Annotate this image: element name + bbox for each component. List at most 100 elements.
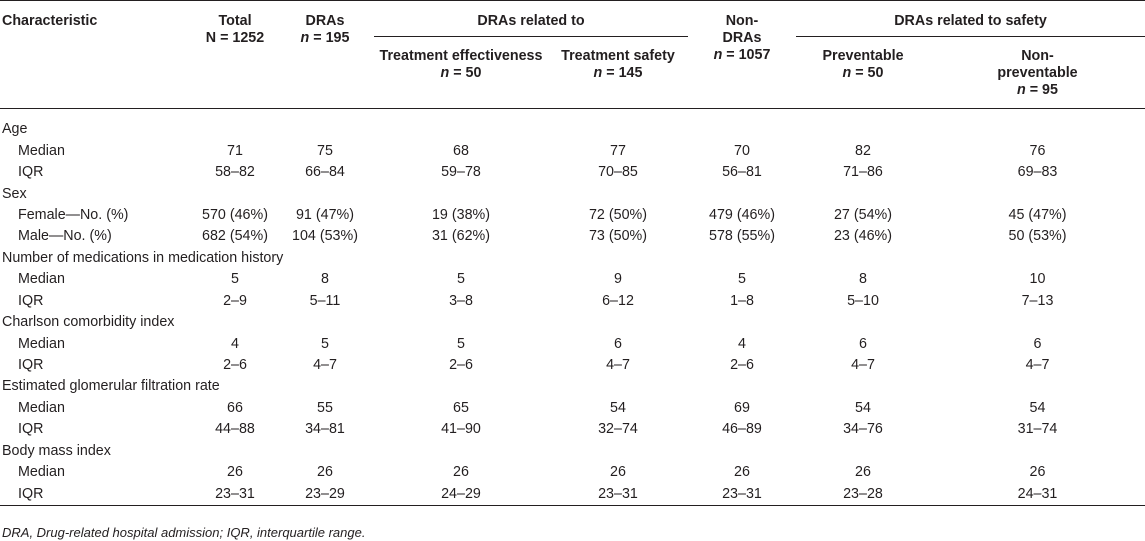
table-cell: 4–7 (1025, 357, 1050, 374)
table-cell: 31–74 (1017, 421, 1058, 438)
row-label: Median (18, 464, 65, 481)
nonprev-line2: preventable (997, 65, 1078, 81)
table-cell: 76 (1029, 142, 1046, 159)
row-label: Median (18, 335, 65, 352)
row-label: IQR (18, 164, 44, 181)
table-cell: 4–7 (606, 357, 630, 374)
table-cell: 104 (53%) (292, 228, 358, 245)
dras-label: DRAs (305, 13, 345, 29)
table-row: Median 71 75 68 77 70 82 76 (0, 140, 1145, 161)
col-header-effectiveness: Treatment effectiveness n = 50 (374, 37, 548, 109)
table-cell: 71 (227, 142, 243, 159)
section-row: Sex (0, 183, 1145, 204)
section-label: Age (2, 121, 28, 138)
section-row: Age (0, 109, 1145, 141)
section-label: Estimated glomerular filtration rate (2, 378, 220, 395)
prev-n: n = 50 (796, 65, 930, 82)
table-cell: 6 (1033, 335, 1042, 352)
table-cell: 50 (53%) (1008, 228, 1067, 245)
table-cell: 6 (859, 335, 867, 352)
total-label: Total (218, 13, 252, 29)
table-cell: 82 (855, 142, 871, 159)
table-cell: 24–29 (441, 485, 481, 502)
table-cell: 10 (1029, 271, 1046, 288)
header-row-1: Characteristic Total N = 1252 DRAs n = 1… (0, 0, 1145, 63)
table-cell: 75 (317, 142, 333, 159)
table-cell: 23 (46%) (833, 228, 892, 245)
table-cell: 2–6 (223, 357, 247, 374)
safety-n: n = 145 (548, 65, 688, 82)
safety-n-prefix: n (593, 65, 603, 81)
section-label: Sex (2, 185, 27, 202)
table-cell: 70–85 (598, 164, 638, 181)
table-cell: 68 (453, 142, 469, 159)
table-row: IQR 58–82 66–84 59–78 70–85 56–81 71–86 69–83 (0, 162, 1145, 183)
table-cell: 59–78 (441, 164, 481, 181)
section-row: Charlson comorbidity index (0, 312, 1145, 333)
table-cell: 3–8 (449, 292, 473, 309)
table-cell: 31 (62%) (431, 228, 490, 245)
table-cell: 5 (231, 271, 239, 288)
table-row: IQR 44–88 34–81 41–90 32–74 46–89 34–76 31–74 (0, 419, 1145, 440)
table-cell: 682 (54%) (202, 228, 268, 245)
table-cell: 41–90 (441, 421, 481, 438)
table-cell: 32–74 (598, 421, 638, 438)
row-label: Median (18, 142, 65, 159)
eff-n-prefix: n (440, 65, 450, 81)
dras-n-prefix: n (300, 30, 310, 46)
table-footnote: DRA, Drug-related hospital admission; IQ… (2, 525, 366, 540)
table-row: IQR 2–9 5–11 3–8 6–12 1–8 5–10 7–13 (0, 291, 1145, 312)
table-cell: 24–31 (1017, 485, 1058, 502)
prev-label: Preventable (822, 48, 904, 64)
table-cell: 4–7 (851, 357, 875, 374)
col-header-total: Total N = 1252 (194, 1, 276, 109)
section-row: Estimated glomerular filtration rate (0, 376, 1145, 397)
table-cell: 23–31 (215, 485, 255, 502)
table-cell: 26 (1029, 464, 1046, 481)
dras-n: n = 195 (276, 30, 374, 47)
table-cell: 570 (46%) (202, 206, 268, 223)
total-n: N = 1252 (205, 30, 265, 46)
table-cell: 8 (321, 271, 329, 288)
table-row: IQR 2–6 4–7 2–6 4–7 2–6 4–7 4–7 (0, 355, 1145, 376)
table-cell: 1–8 (730, 292, 754, 309)
table-cell: 6–12 (602, 292, 634, 309)
col-header-preventable: Preventable n = 50 (796, 37, 930, 109)
col-header-dras: DRAs n = 195 (276, 1, 374, 109)
section-label: Body mass index (2, 442, 111, 459)
table-cell: 73 (50%) (588, 228, 647, 245)
nonprev-n-value: = 95 (1025, 82, 1058, 98)
row-label: Female—No. (%) (18, 206, 129, 223)
table-cell: 66–84 (305, 164, 345, 181)
section-row: Body mass index (0, 441, 1145, 462)
row-label: Median (18, 271, 65, 288)
table-cell: 46–89 (722, 421, 762, 438)
section-label: Number of medications in medication hist… (2, 249, 284, 266)
table-cell: 70 (734, 142, 750, 159)
col-header-safety: Treatment safety n = 145 (548, 37, 688, 109)
table-cell: 23–29 (305, 485, 345, 502)
table-cell: 5 (321, 335, 329, 352)
non-dras-n-value: = 1057 (722, 47, 771, 63)
table-cell: 23–28 (843, 485, 883, 502)
table-cell: 5–11 (309, 292, 341, 309)
table-cell: 8 (859, 271, 867, 288)
table-row: Median 66 55 65 54 69 54 54 (0, 398, 1145, 419)
table-cell: 5–10 (847, 292, 879, 309)
table-cell: 26 (227, 464, 243, 481)
table-row: Median 5 8 5 9 5 8 10 (0, 269, 1145, 290)
table-row: Male—No. (%) 682 (54%) 104 (53%) 31 (62%) 73… (0, 226, 1145, 247)
row-label: IQR (18, 421, 44, 438)
dras-n-value: = 195 (309, 30, 350, 46)
table-cell: 54 (610, 399, 626, 416)
characteristics-table: Characteristic Total N = 1252 DRAs n = 1… (0, 0, 1145, 506)
table-cell: 2–6 (449, 357, 473, 374)
table-cell: 34–81 (305, 421, 345, 438)
safety-n-value: = 145 (602, 65, 643, 81)
non-dras-n-prefix: n (713, 47, 723, 63)
row-label: IQR (18, 292, 44, 309)
table-cell: 479 (46%) (709, 206, 775, 223)
non-dras-line2: DRAs (722, 30, 762, 46)
table-cell: 19 (38%) (431, 206, 490, 223)
table-cell: 69–83 (1017, 164, 1058, 181)
